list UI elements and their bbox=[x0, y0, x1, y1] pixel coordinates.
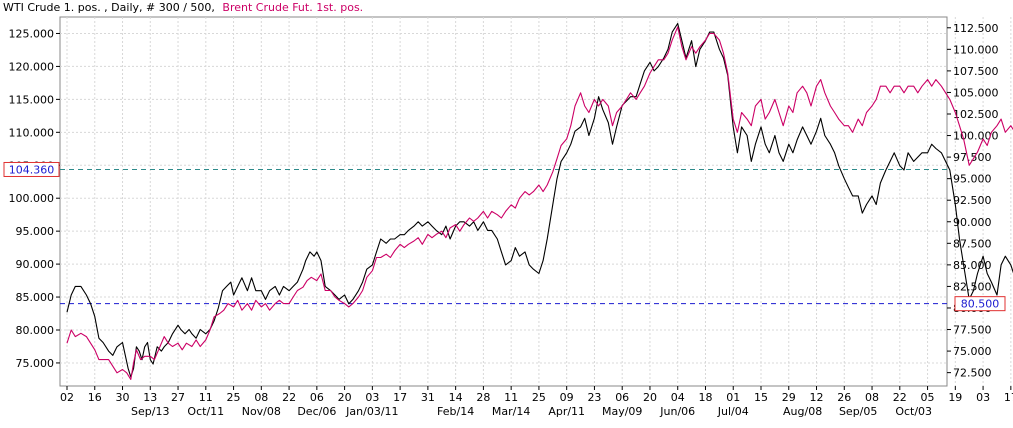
right-tick-label: 107.500 bbox=[953, 65, 999, 78]
right-tick-label: 102.500 bbox=[953, 108, 999, 121]
x-day-label: 01 bbox=[726, 391, 740, 404]
x-day-label: 11 bbox=[504, 391, 518, 404]
level-markers: 104.360 80.500 bbox=[3, 161, 1006, 312]
x-day-label: 08 bbox=[865, 391, 879, 404]
right-tick-label: 112.500 bbox=[953, 22, 999, 35]
x-day-label: 22 bbox=[282, 391, 296, 404]
x-day-label: 03 bbox=[976, 391, 990, 404]
x-day-label: 03 bbox=[365, 391, 379, 404]
x-month-label: Aug/08 bbox=[783, 405, 822, 418]
title-brent: Brent Crude Fut. 1st. pos. bbox=[222, 1, 363, 14]
x-month-label: Jun/06 bbox=[659, 405, 695, 418]
chart-title: WTI Crude 1. pos. , Daily, # 300 / 500, … bbox=[3, 1, 363, 14]
right-tick-label: 95.000 bbox=[953, 173, 992, 186]
right-tick-label: 100.000 bbox=[953, 130, 999, 143]
right-tick-label: 87.500 bbox=[953, 237, 992, 250]
x-day-label: 25 bbox=[227, 391, 241, 404]
left-tick-label: 125.000 bbox=[9, 27, 55, 40]
x-day-label: 25 bbox=[532, 391, 546, 404]
x-day-label: 04 bbox=[671, 391, 685, 404]
x-day-label: 23 bbox=[587, 391, 601, 404]
left-tick-label: 95.000 bbox=[16, 225, 55, 238]
x-day-label: 28 bbox=[476, 391, 490, 404]
x-day-label: 29 bbox=[782, 391, 796, 404]
plot-area bbox=[59, 16, 948, 387]
right-marker-box bbox=[954, 296, 1006, 312]
left-tick-label: 80.000 bbox=[16, 324, 55, 337]
x-day-label: 17 bbox=[1004, 391, 1013, 404]
right-axis: 72.50075.00077.50080.00082.50085.00087.5… bbox=[947, 22, 999, 380]
brent-series-line bbox=[66, 26, 1013, 380]
x-month-label: Feb/14 bbox=[437, 405, 474, 418]
left-tick-label: 110.000 bbox=[9, 126, 55, 139]
right-tick-label: 77.500 bbox=[953, 324, 992, 337]
x-month-label: Sep/13 bbox=[131, 405, 169, 418]
x-day-label: 17 bbox=[393, 391, 407, 404]
x-month-label: May/09 bbox=[602, 405, 642, 418]
x-day-label: 09 bbox=[560, 391, 574, 404]
left-tick-label: 85.000 bbox=[16, 291, 55, 304]
right-tick-label: 90.000 bbox=[953, 216, 992, 229]
x-day-label: 18 bbox=[698, 391, 712, 404]
x-day-label: 02 bbox=[60, 391, 74, 404]
x-day-label: 20 bbox=[338, 391, 352, 404]
left-tick-label: 115.000 bbox=[9, 93, 55, 106]
right-tick-label: 72.500 bbox=[953, 367, 992, 380]
x-day-label: 27 bbox=[171, 391, 185, 404]
title-wti: WTI Crude 1. pos. , Daily, # 300 / 500, bbox=[3, 1, 215, 14]
x-month-label: Mar/14 bbox=[492, 405, 530, 418]
x-day-label: 15 bbox=[754, 391, 768, 404]
x-day-label: 30 bbox=[116, 391, 130, 404]
x-month-label: Apr/11 bbox=[548, 405, 585, 418]
right-tick-label: 110.000 bbox=[953, 43, 999, 56]
x-day-label: 14 bbox=[449, 391, 463, 404]
right-tick-label: 82.500 bbox=[953, 280, 992, 293]
x-day-label: 06 bbox=[615, 391, 629, 404]
x-month-label: Sep/05 bbox=[839, 405, 877, 418]
right-tick-label: 97.500 bbox=[953, 151, 992, 164]
x-day-label: 06 bbox=[310, 391, 324, 404]
x-month-label: Oct/03 bbox=[895, 405, 932, 418]
x-axis: 02 16 30 13 27 11 25 08 22 06 20 03 17 31 14 28 11 25 09 23… bbox=[60, 386, 1013, 418]
x-day-label: 31 bbox=[421, 391, 435, 404]
x-day-label: 08 bbox=[254, 391, 268, 404]
right-tick-label: 92.500 bbox=[953, 194, 992, 207]
left-marker-box bbox=[3, 161, 60, 177]
left-tick-label: 100.000 bbox=[9, 192, 55, 205]
x-day-label: 12 bbox=[810, 391, 824, 404]
x-month-label: Nov/08 bbox=[242, 405, 281, 418]
x-day-label: 13 bbox=[143, 391, 157, 404]
wti-series-line bbox=[66, 22, 1013, 378]
x-month-label: Dec/06 bbox=[297, 405, 336, 418]
x-day-label: 16 bbox=[88, 391, 102, 404]
x-day-label: 22 bbox=[893, 391, 907, 404]
x-day-label: 20 bbox=[643, 391, 657, 404]
right-marker-label: 80.500 bbox=[961, 298, 1000, 311]
series-lines bbox=[66, 22, 1013, 380]
x-day-label: 26 bbox=[837, 391, 851, 404]
x-day-label: 11 bbox=[199, 391, 213, 404]
left-tick-label: 90.000 bbox=[16, 258, 55, 271]
x-day-label: 19 bbox=[948, 391, 962, 404]
x-day-label: 05 bbox=[921, 391, 935, 404]
left-axis: 75.00080.00085.00090.00095.000100.000105… bbox=[9, 27, 60, 370]
x-month-label: Jan/03/11 bbox=[345, 405, 398, 418]
x-month-label: Oct/11 bbox=[187, 405, 224, 418]
left-marker-label: 104.360 bbox=[9, 163, 55, 176]
left-tick-label: 75.000 bbox=[16, 357, 55, 370]
right-tick-label: 75.000 bbox=[953, 345, 992, 358]
left-tick-label: 120.000 bbox=[9, 60, 55, 73]
level-lines bbox=[60, 168, 947, 305]
x-month-label: Jul/04 bbox=[717, 405, 749, 418]
right-tick-label: 105.000 bbox=[953, 86, 999, 99]
